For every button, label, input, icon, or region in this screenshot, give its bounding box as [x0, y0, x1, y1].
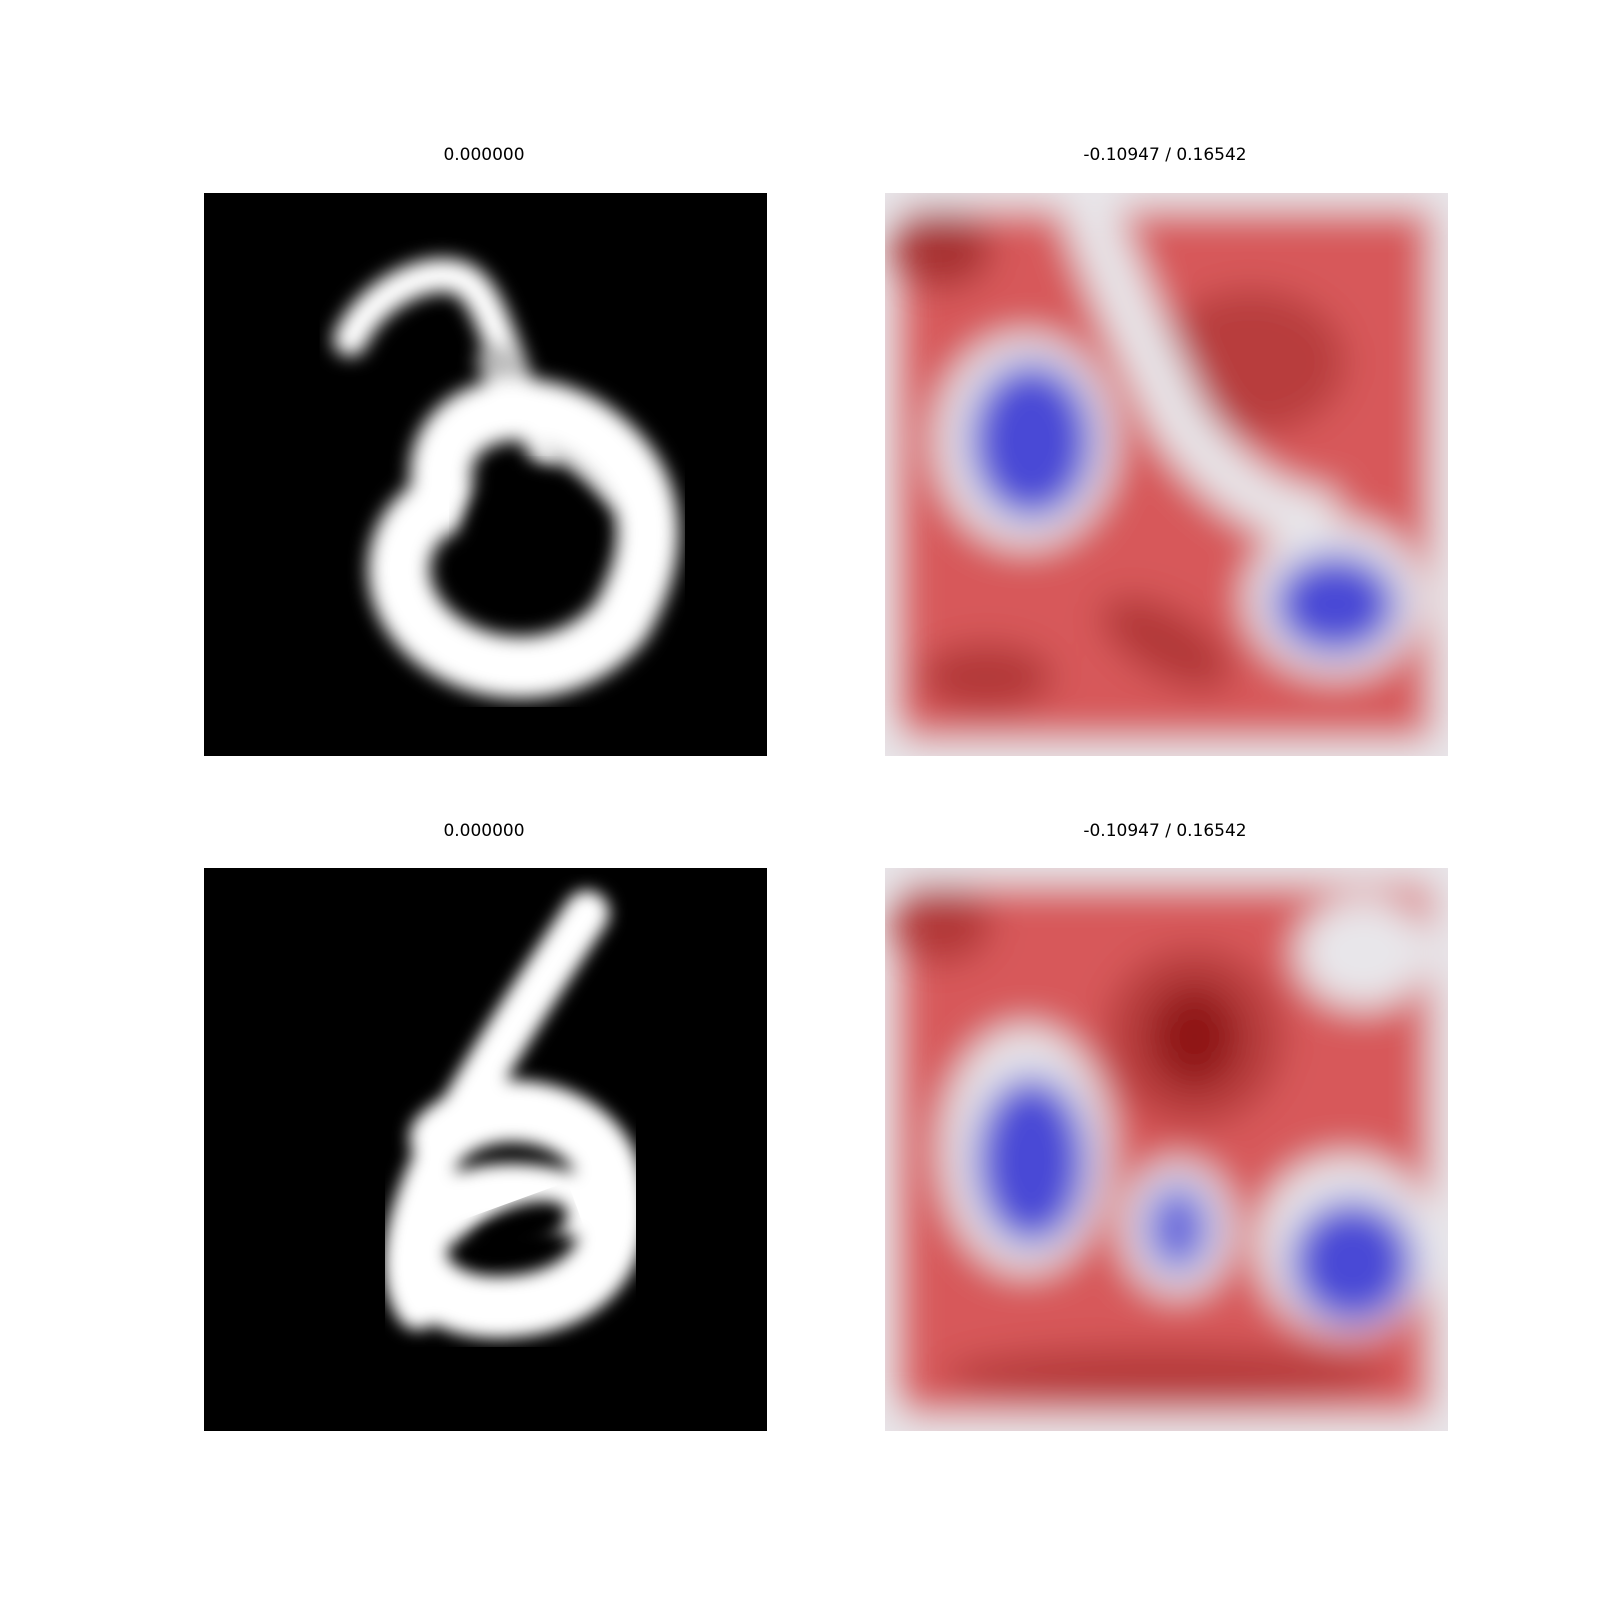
- digit-image-2: [204, 193, 767, 756]
- heatmap-image-6: [885, 868, 1448, 1431]
- heatmap-image-2: [885, 193, 1448, 756]
- panel-title: 0.000000: [443, 821, 525, 841]
- digit-image-6: [204, 868, 767, 1431]
- panel-title: 0.000000: [443, 145, 525, 165]
- panel-title: -0.10947 / 0.16542: [1083, 821, 1247, 841]
- panel-title: -0.10947 / 0.16542: [1083, 145, 1247, 165]
